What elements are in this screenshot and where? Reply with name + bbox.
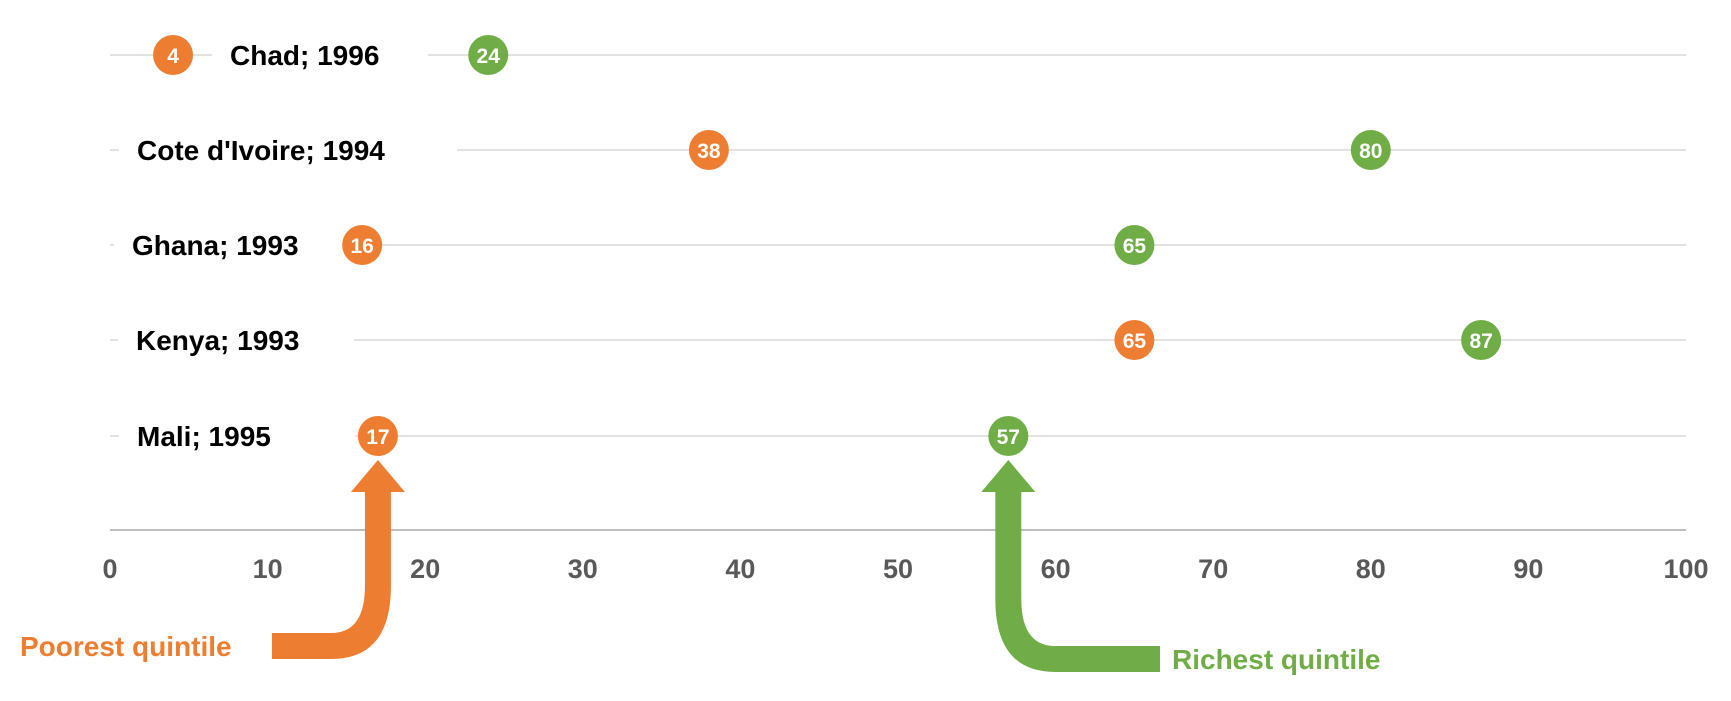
x-tick-label: 30 [568,554,598,584]
row-label: Chad; 1996 [230,40,379,71]
row-label: Kenya; 1993 [136,325,299,356]
x-tick-label: 50 [883,554,913,584]
annotation-arrow-richest [981,460,1160,672]
x-tick-label: 10 [253,554,283,584]
data-label: 65 [1123,235,1147,258]
marker-richest [468,35,509,75]
markers: 4 24 38 80 16 65 65 87 17 57 [153,35,1502,456]
data-label: 17 [366,426,389,449]
annotation-label-poorest: Poorest quintile [20,631,232,662]
data-label: 57 [997,426,1020,449]
marker-poorest [688,130,729,170]
marker-richest [988,416,1029,456]
x-axis: 0 10 20 30 40 50 60 70 80 90 100 [102,529,1709,584]
x-tick-label: 90 [1513,554,1543,584]
x-tick-label: 20 [410,554,440,584]
data-label: 87 [1469,330,1492,353]
data-label: 80 [1359,140,1382,163]
annotations: Poorest quintile Richest quintile [20,460,1380,675]
marker-richest [1461,320,1502,360]
marker-poorest [342,225,383,265]
x-tick-label: 100 [1663,554,1708,584]
row-label: Ghana; 1993 [132,230,299,261]
data-label: 16 [350,235,373,258]
data-label: 24 [477,45,501,68]
row-labels: Chad; 1996 Cote d'Ivoire; 1994 Ghana; 1993… [132,40,385,452]
marker-richest [1114,225,1155,265]
gridlines [110,54,1686,437]
data-label: 65 [1123,330,1147,353]
marker-poorest [1114,320,1155,360]
row-label: Cote d'Ivoire; 1994 [137,135,385,166]
marker-richest [1350,130,1391,170]
x-tick-label: 70 [1198,554,1228,584]
annotation-arrow-poorest [272,460,405,659]
marker-poorest [153,35,194,75]
data-label: 4 [167,45,179,68]
marker-poorest [357,416,398,456]
x-tick-label: 0 [102,554,117,584]
row-label: Mali; 1995 [137,421,271,452]
x-tick-label: 60 [1041,554,1071,584]
x-tick-label: 80 [1356,554,1386,584]
annotation-label-richest: Richest quintile [1172,644,1380,675]
x-tick-label: 40 [725,554,755,584]
data-label: 38 [697,140,721,163]
